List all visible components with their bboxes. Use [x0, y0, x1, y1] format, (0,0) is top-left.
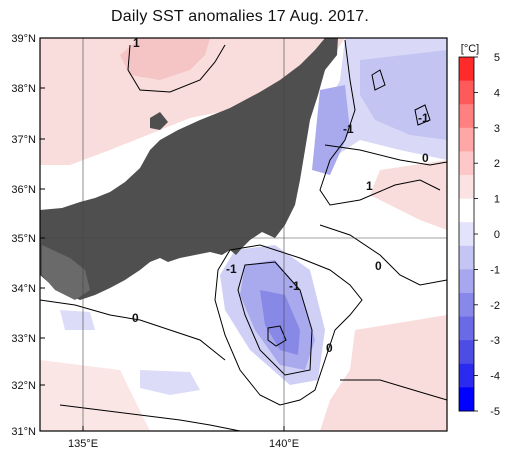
colorbar-cell — [459, 269, 474, 294]
contour-label: -1 — [418, 111, 429, 125]
map-title: Daily SST anomalies 17 Aug. 2017. — [110, 8, 369, 25]
lon-label: 140°E — [269, 438, 299, 450]
lat-label: 35°N — [11, 233, 36, 245]
graticule — [40, 38, 447, 431]
colorbar-tick-label: -1 — [490, 264, 500, 276]
colorbar-tick-label: 5 — [494, 52, 500, 64]
colorbar-tick-label: 0 — [494, 229, 500, 241]
colorbar-cell — [459, 127, 474, 152]
lat-label: 38°N — [11, 83, 36, 95]
colorbar-tick-label: 2 — [494, 158, 500, 170]
contour-label: 1 — [366, 179, 373, 193]
latitude-labels: 39°N 38°N 37°N 36°N 35°N 34°N 33°N 32°N … — [11, 33, 36, 438]
colorbar-tick-label: 3 — [494, 123, 500, 135]
map-border — [39, 37, 448, 432]
colorbar-tick-label: -2 — [490, 300, 500, 312]
lat-label: 32°N — [11, 380, 36, 392]
lat-label: 39°N — [11, 33, 36, 45]
colorbar-cell — [459, 104, 474, 129]
lon-label: 135°E — [68, 438, 98, 450]
colorbar-tick-label: -5 — [490, 406, 500, 418]
warm-anomaly-areas — [40, 38, 447, 431]
colorbar-unit: [°C] — [461, 43, 479, 55]
colorbar-cell — [459, 175, 474, 200]
lat-label: 33°N — [11, 333, 36, 345]
colorbar: [°C] 5 4 3 2 1 0 -1 -2 -3 -4 -5 — [458, 43, 500, 418]
colorbar-cells — [459, 57, 474, 412]
colorbar-cell — [459, 222, 474, 247]
lat-label: 36°N — [11, 184, 36, 196]
lat-label: 31°N — [11, 426, 36, 438]
contour-label: 0 — [326, 341, 333, 355]
contour-label: -1 — [343, 122, 354, 136]
contour-lines — [39, 39, 448, 432]
colorbar-cell — [459, 316, 474, 341]
contour-label: -1 — [289, 279, 300, 293]
contour-labels: 1 -1 -1 0 1 -1 -1 0 0 0 — [132, 36, 429, 355]
colorbar-cell — [459, 151, 474, 176]
contour-label: 0 — [422, 151, 429, 165]
longitude-labels: 135°E 140°E — [68, 438, 299, 450]
colorbar-tick-label: -3 — [490, 335, 500, 347]
lat-label: 34°N — [11, 283, 36, 295]
colorbar-cell — [459, 198, 474, 223]
tick-marks — [40, 37, 285, 431]
colorbar-cell — [459, 363, 474, 388]
colorbar-cell — [459, 387, 474, 412]
colorbar-cell — [459, 245, 474, 270]
colorbar-ticks: 5 4 3 2 1 0 -1 -2 -3 -4 -5 — [474, 52, 500, 418]
colorbar-cell — [459, 293, 474, 318]
colorbar-tick-label: -4 — [490, 371, 500, 383]
colorbar-cell — [459, 80, 474, 105]
land — [40, 38, 338, 300]
contour-label: 0 — [132, 311, 139, 325]
contour-label: 1 — [133, 36, 140, 50]
colorbar-tick-label: 1 — [494, 194, 500, 206]
contour-label: 0 — [375, 259, 382, 273]
colorbar-cell — [459, 57, 474, 82]
colorbar-tick-label: 4 — [494, 87, 500, 99]
lat-label: 37°N — [11, 134, 36, 146]
contour-label: -1 — [226, 262, 237, 276]
colorbar-cell — [459, 340, 474, 365]
